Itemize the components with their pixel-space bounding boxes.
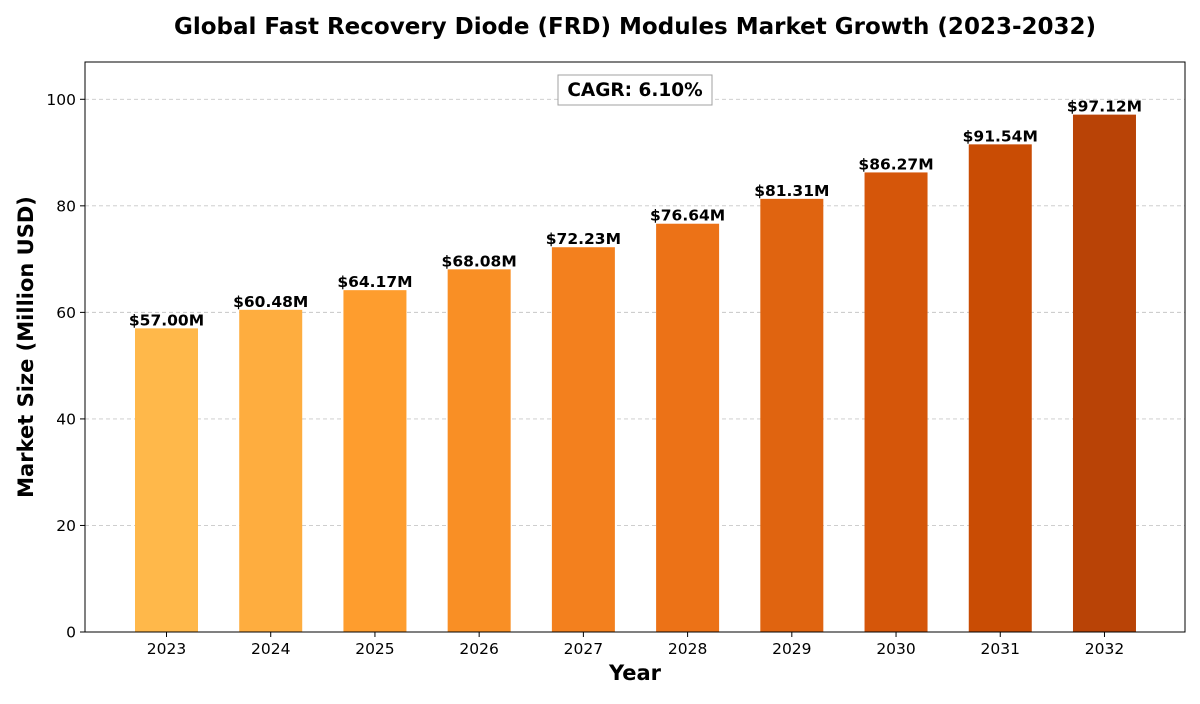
bar-value-label: $60.48M: [233, 293, 308, 311]
plot-frame: [84, 61, 1186, 633]
bar-value-label: $72.23M: [546, 230, 621, 248]
x-axis-label: Year: [608, 661, 662, 685]
bar-value-label: $86.27M: [858, 155, 933, 173]
y-tick-label: 40: [56, 410, 76, 428]
bar-value-label: $64.17M: [337, 273, 412, 291]
bar: [864, 172, 928, 632]
cagr-annotation-text: CAGR: 6.10%: [567, 80, 702, 101]
x-tick-label: 2023: [147, 640, 186, 658]
y-axis-label: Market Size (Million USD): [14, 196, 38, 498]
bar: [135, 328, 198, 632]
bar: [656, 223, 720, 632]
bar-value-label: $76.64M: [650, 207, 725, 225]
bar-value-label: $97.12M: [1067, 98, 1142, 116]
y-tick-label: 60: [56, 304, 76, 322]
x-tick-label: 2030: [876, 640, 915, 658]
bar: [239, 309, 303, 632]
bar: [760, 198, 824, 632]
bar: [343, 290, 407, 632]
x-tick-label: 2031: [981, 640, 1020, 658]
y-axis-ticks: 0 20 40 60 80 100: [46, 91, 85, 642]
y-tick-label: 20: [56, 517, 76, 535]
cagr-annotation-box: [557, 74, 713, 106]
x-tick-label: 2024: [251, 640, 290, 658]
bar-value-label: $68.08M: [442, 252, 517, 270]
bars: [135, 114, 1136, 633]
cagr-annotation: CAGR: 6.10%: [557, 74, 713, 106]
x-tick-label: 2028: [668, 640, 707, 658]
chart-title: Global Fast Recovery Diode (FRD) Modules…: [174, 14, 1096, 40]
bar-value-label: $81.31M: [754, 182, 829, 200]
x-tick-label: 2029: [772, 640, 811, 658]
bar: [447, 269, 511, 632]
x-tick-label: 2027: [564, 640, 603, 658]
x-tick-label: 2026: [459, 640, 498, 658]
bar: [968, 144, 1032, 633]
bar: [551, 247, 615, 632]
y-tick-label: 100: [46, 91, 76, 109]
x-axis-ticks: 2023 2024 2025 2026 2027 2028 2029 2030 2031 2032: [147, 632, 1124, 658]
y-tick-label: 0: [66, 624, 76, 642]
bar-value-label: $91.54M: [963, 127, 1038, 145]
value-labels: $57.00M $60.48M $64.17M $68.08M $72.23M $76.6…: [129, 98, 1142, 330]
bar: [1072, 114, 1136, 632]
x-tick-label: 2025: [355, 640, 394, 658]
x-tick-label: 2032: [1085, 640, 1124, 658]
y-tick-label: 80: [56, 197, 76, 215]
bar-value-label: $57.00M: [129, 311, 204, 329]
